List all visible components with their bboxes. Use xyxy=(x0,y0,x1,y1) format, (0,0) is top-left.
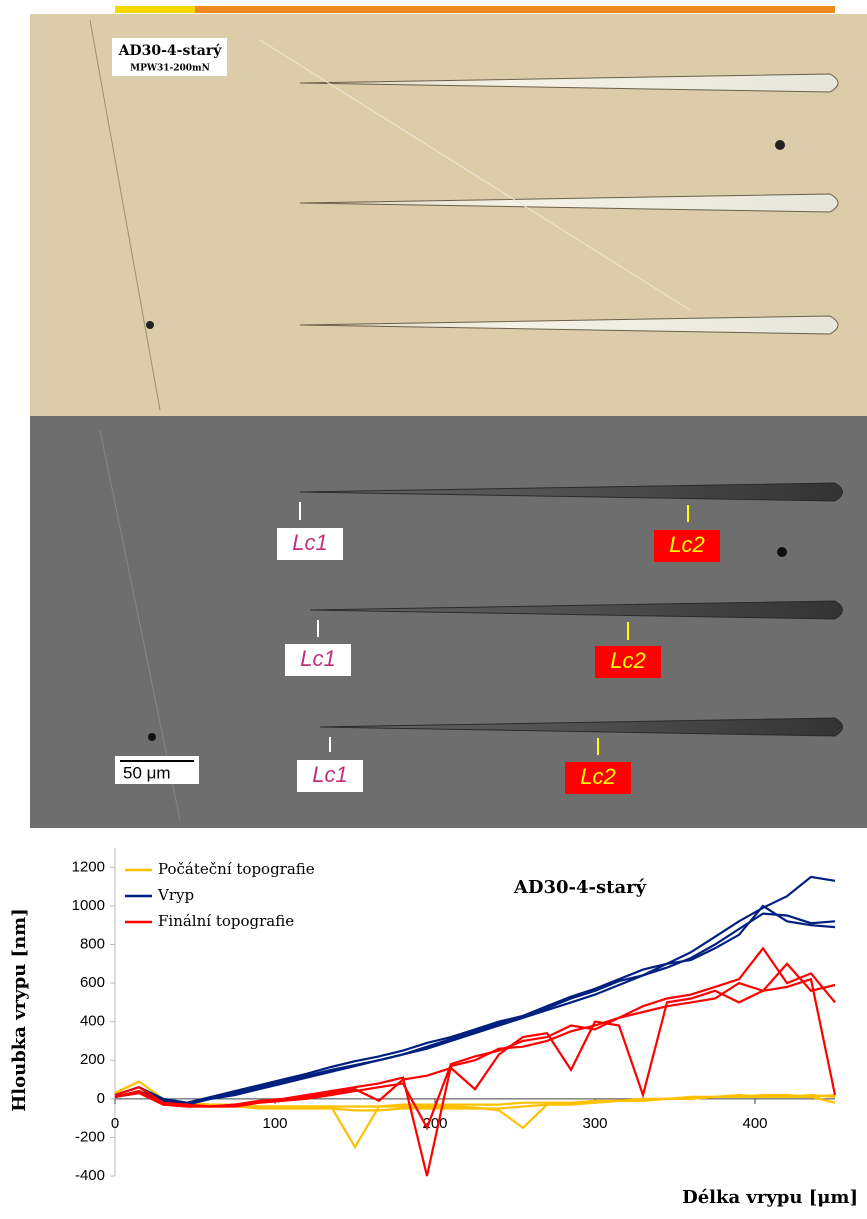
annotation-box xyxy=(297,760,363,792)
annotation: Lc2 xyxy=(669,532,704,557)
y-tick-label: 800 xyxy=(80,935,105,952)
annotation: Lc1 xyxy=(312,762,347,787)
arrows xyxy=(299,502,689,755)
y-tick-label: 200 xyxy=(80,1051,105,1068)
annotation-box xyxy=(654,530,720,562)
series-line xyxy=(114,1080,836,1150)
scratches-optical xyxy=(89,19,839,411)
series-line xyxy=(114,904,836,1104)
y-tick-label: 400 xyxy=(80,1013,105,1030)
y-tick-label: -400 xyxy=(75,1167,105,1184)
legend-label: Vryp xyxy=(157,886,194,904)
y-tick-label: 1000 xyxy=(72,897,105,914)
annotation: Lc1 xyxy=(292,530,327,555)
legend-label: Finální topografie xyxy=(158,912,294,930)
series-line xyxy=(114,962,836,1108)
chart-title: AD30-4-starý xyxy=(513,877,647,898)
y-tick-label: 600 xyxy=(80,974,105,991)
x-tick-label: 0 xyxy=(111,1115,119,1132)
series-line xyxy=(114,977,837,1177)
series-line xyxy=(114,875,836,1104)
annotation-box xyxy=(277,528,343,560)
annotation: Lc1 xyxy=(300,646,335,671)
sample-subtitle: MPW31-200mN xyxy=(130,64,210,74)
legend-label: Počáteční topografie xyxy=(158,860,315,878)
annotation-box xyxy=(285,644,351,676)
x-axis-label: Délka vrypu [μm] xyxy=(682,1187,858,1208)
bar-yellow xyxy=(115,6,195,13)
annotation-box xyxy=(565,762,631,794)
y-axis-label: Hloubka vrypu [nm] xyxy=(9,908,30,1111)
annotation: Lc2 xyxy=(580,764,615,789)
scale-label: 50 μm xyxy=(123,763,171,782)
series-line xyxy=(114,912,836,1106)
bar-orange xyxy=(195,6,835,13)
y-tick-label: 1200 xyxy=(72,858,105,875)
y-tick-label: 0 xyxy=(97,1090,105,1107)
x-tick-label: 300 xyxy=(582,1115,607,1132)
y-tick-label: -200 xyxy=(75,1128,105,1145)
label-box xyxy=(112,38,227,76)
annotation-box xyxy=(595,646,661,678)
series-line xyxy=(114,946,836,1131)
x-tick-label: 100 xyxy=(262,1115,287,1132)
scratches-gray xyxy=(99,429,843,821)
x-tick-label: 400 xyxy=(742,1115,767,1132)
sample-title: AD30-4-starý xyxy=(118,42,223,59)
annotations: Lc1 Lc2 Lc1 Lc2 Lc1 Lc2 xyxy=(277,528,720,794)
annotation: Lc2 xyxy=(610,648,645,673)
x-tick-label: 200 xyxy=(422,1115,447,1132)
chart: -400 -200 0 200 400 600 800 1000 1200 0 100 200 300 4… xyxy=(9,848,858,1208)
